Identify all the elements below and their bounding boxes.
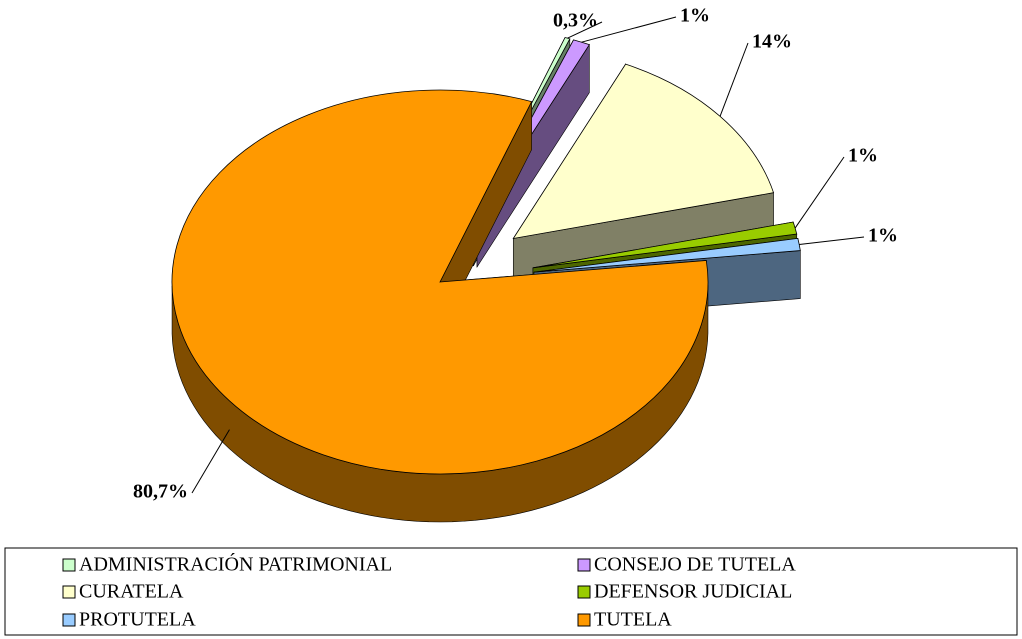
legend-box [4,547,1018,636]
legend-swatch [577,585,591,599]
legend-label: CONSEJO DE TUTELA [594,554,796,576]
leader-line [567,21,603,39]
leader-line [799,236,865,245]
legend-label: ADMINISTRACIÓN PATRIMONIAL [79,552,392,576]
legend-swatch [62,613,76,627]
legend-label: PROTUTELA [79,609,196,631]
legend-swatch [62,558,76,572]
legend-label: CURATELA [79,581,184,603]
data-label: 1% [868,225,898,247]
data-label: 1% [848,145,878,167]
leader-line [191,429,230,494]
legend-label: DEFENSOR JUDICIAL [594,581,792,603]
leader-line [719,42,749,117]
data-label: 1% [680,5,710,27]
data-label: 80,7% [133,481,188,503]
data-label: 14% [752,31,792,53]
legend-swatch [577,558,591,572]
legend-swatch [577,613,591,627]
pie-slice [171,89,709,475]
leader-line [581,16,677,43]
leader-line [794,156,845,229]
legend-label: TUTELA [594,609,672,631]
pie-slice [512,63,775,240]
data-label: 0,3% [553,10,598,32]
legend-swatch [62,585,76,599]
